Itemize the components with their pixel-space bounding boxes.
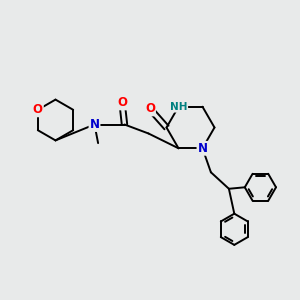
Text: O: O <box>33 103 43 116</box>
Text: N: N <box>197 142 208 155</box>
Text: O: O <box>117 96 127 110</box>
Text: NH: NH <box>170 102 187 112</box>
Text: O: O <box>145 102 155 116</box>
Text: N: N <box>89 118 100 131</box>
